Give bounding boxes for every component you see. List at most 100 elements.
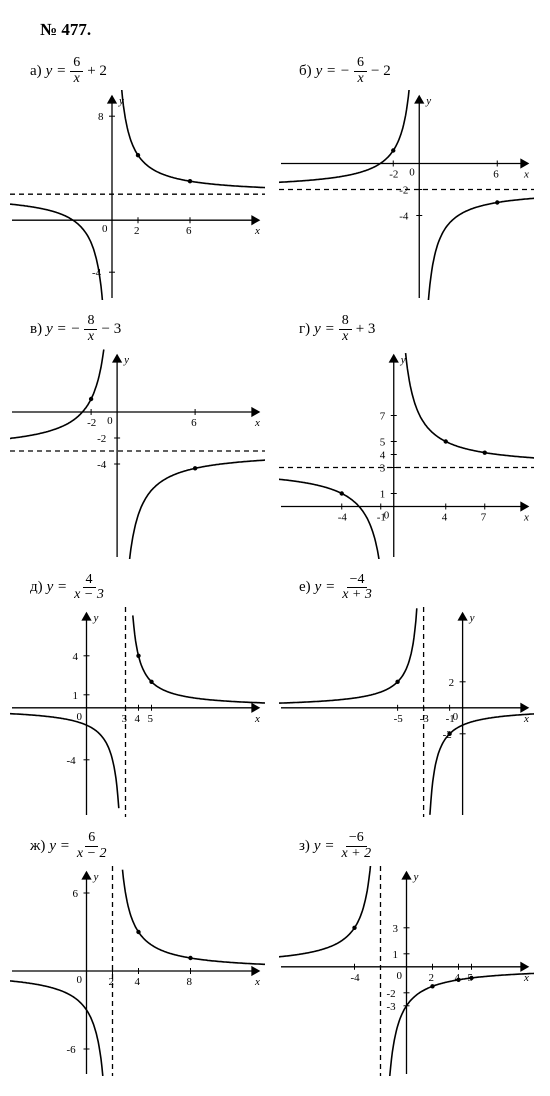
eq-post: − 2	[371, 63, 391, 80]
data-point	[149, 680, 153, 684]
x-axis	[12, 217, 259, 225]
y-axis	[83, 872, 91, 1074]
y-axis-label: y	[123, 354, 129, 366]
letter: а)	[30, 63, 42, 80]
formula: а) y = 6x + 2	[30, 56, 271, 86]
y-tick-label: 2	[449, 677, 455, 689]
plot: xy034514-4	[10, 607, 265, 817]
plot: xy0268-4	[10, 90, 265, 300]
y-tick-label: 6	[73, 888, 79, 900]
formula: в) y = − 8x − 3	[30, 314, 271, 344]
curve	[406, 353, 534, 458]
data-point	[483, 450, 487, 454]
x-axis	[12, 704, 259, 712]
y-axis	[83, 613, 91, 815]
curve	[279, 608, 417, 703]
denominator: x	[339, 330, 351, 345]
x-tick-label: 4	[442, 511, 448, 523]
fraction: 4x − 3	[71, 573, 107, 603]
numerator: 8	[339, 314, 352, 330]
x-axis	[281, 502, 528, 510]
denominator: x	[71, 72, 83, 87]
x-axis	[281, 962, 528, 970]
eq-pre: y =	[314, 838, 335, 855]
y-tick-label: 1	[393, 948, 399, 960]
letter: в)	[30, 321, 42, 338]
origin-label: 0	[397, 969, 403, 981]
fraction: 6x	[354, 56, 367, 86]
x-axis	[12, 408, 259, 416]
x-tick-label: -4	[351, 971, 361, 983]
y-tick-label: 4	[380, 449, 386, 461]
x-tick-label: 4	[135, 713, 141, 725]
curve	[428, 198, 534, 300]
curve	[10, 204, 103, 300]
x-tick-label: 2	[134, 226, 140, 238]
plot: xy0-5-3-12-2	[279, 607, 534, 817]
letter: з)	[299, 838, 310, 855]
letter: е)	[299, 579, 311, 596]
fraction: 8x	[84, 314, 97, 344]
numerator: 6	[70, 56, 83, 72]
data-point	[188, 179, 192, 183]
y-tick-label: -4	[67, 755, 77, 767]
denominator: x	[354, 72, 366, 87]
x-tick-label: 2	[109, 976, 115, 988]
x-tick-label: 7	[481, 511, 487, 523]
x-tick-label: -5	[394, 713, 404, 725]
y-tick-label: 7	[380, 410, 386, 422]
x-tick-label: -2	[87, 417, 96, 429]
x-tick-label: -2	[389, 169, 398, 181]
panel-g: г) y = 8x + 3xy0-4-14713457	[279, 310, 540, 558]
y-tick-label: -2	[399, 185, 408, 197]
y-tick-label: 3	[393, 922, 399, 934]
y-axis-label: y	[413, 871, 419, 883]
y-axis	[403, 872, 411, 1074]
curve	[133, 616, 265, 704]
y-axis-label: y	[425, 95, 431, 107]
y-axis	[390, 355, 398, 557]
eq-pre: y =	[46, 63, 67, 80]
panel-z: з) y = −6x + 2 xy0-424513-2-3	[279, 827, 540, 1075]
eq-post: + 2	[87, 63, 107, 80]
plot: xy02486-6	[10, 866, 265, 1076]
formula: з) y = −6x + 2	[299, 831, 540, 861]
panel-zh: ж) y = 6x − 2 xy02486-6	[10, 827, 271, 1075]
x-tick-label: 6	[186, 226, 192, 238]
x-tick-label: 4	[135, 976, 141, 988]
plot: xy0-4-14713457	[279, 349, 534, 559]
x-tick-label: 5	[468, 971, 474, 983]
data-point	[193, 466, 197, 470]
panel-e: е) y = −4x + 3 xy0-5-3-12-2	[279, 569, 540, 817]
data-point	[444, 439, 448, 443]
x-tick-label: -1	[377, 511, 386, 523]
y-tick-label: -4	[97, 459, 107, 471]
plot: xy0-424513-2-3	[279, 866, 534, 1076]
x-tick-label: -3	[420, 713, 430, 725]
letter: б)	[299, 63, 312, 80]
y-tick-label: -2	[443, 729, 452, 741]
eq-pre: y =	[315, 579, 336, 596]
x-tick-label: 8	[187, 976, 193, 988]
data-point	[391, 149, 395, 153]
eq-pre: y =	[49, 838, 70, 855]
curve	[279, 866, 371, 957]
data-point	[430, 984, 434, 988]
plot: xy0-26-2-4	[10, 349, 265, 559]
y-axis-label: y	[93, 871, 99, 883]
eq-pre: y =	[47, 579, 68, 596]
y-tick-label: 3	[380, 462, 386, 474]
problem-number: № 477.	[40, 20, 540, 40]
x-axis	[12, 967, 259, 975]
y-tick-label: 1	[73, 690, 79, 702]
data-point	[89, 397, 93, 401]
y-axis	[108, 96, 116, 298]
y-axis	[113, 355, 121, 557]
data-point	[188, 955, 192, 959]
numerator: −6	[346, 831, 367, 847]
x-axis-label: x	[254, 226, 260, 238]
letter: д)	[30, 579, 43, 596]
numerator: −4	[347, 573, 368, 589]
formula: б) y = − 6x − 2	[299, 56, 540, 86]
data-point	[352, 925, 356, 929]
